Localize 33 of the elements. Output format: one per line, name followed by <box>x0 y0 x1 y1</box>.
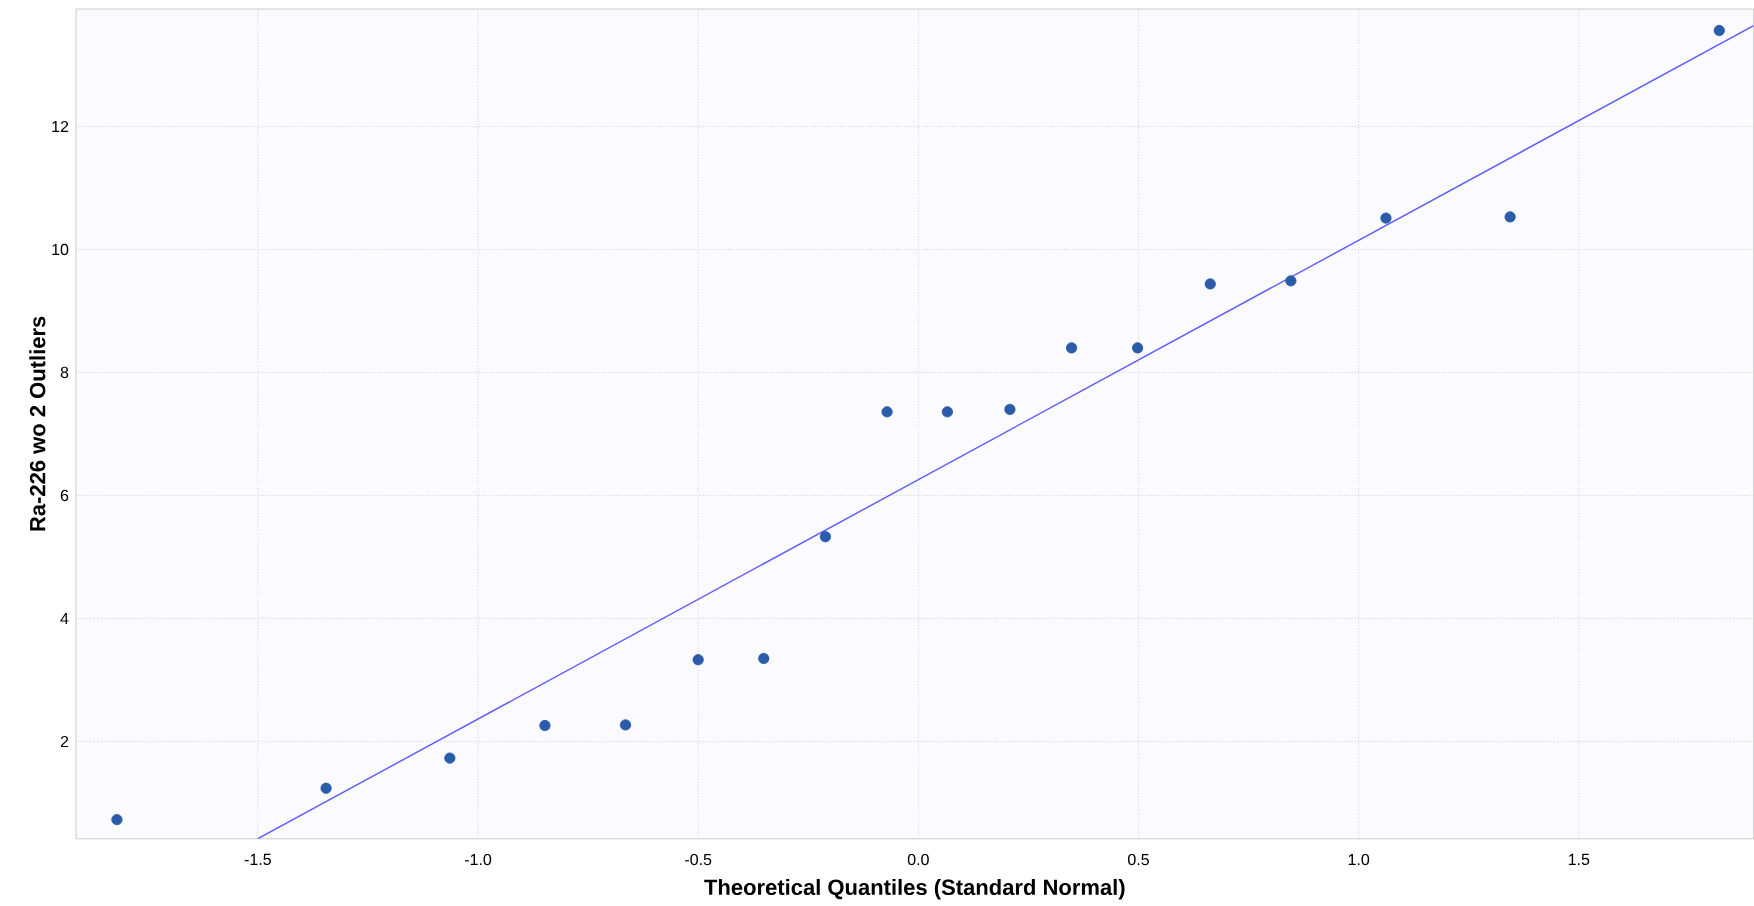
point <box>320 782 332 794</box>
point <box>819 531 832 543</box>
x-tick-label: 0.5 <box>1128 853 1149 866</box>
point <box>692 654 704 666</box>
y-tick-label: 8 <box>60 366 69 379</box>
point <box>1132 342 1144 354</box>
y-tick-label: 12 <box>52 120 69 133</box>
y-tick-label: 6 <box>60 489 69 502</box>
point <box>539 719 551 732</box>
x-tick-label: 1.5 <box>1568 853 1590 865</box>
x-tick-label: 1.0 <box>1348 853 1370 866</box>
point <box>941 406 953 418</box>
point <box>1204 278 1216 290</box>
y-axis-title: Ra-226 wo 2 Outliers <box>29 316 46 531</box>
point <box>444 752 456 764</box>
point <box>1285 275 1297 287</box>
x-tick-label: -0.5 <box>685 853 712 866</box>
y-tick-label: 10 <box>52 243 69 256</box>
point <box>619 719 632 731</box>
x-tick-label: 0.0 <box>907 853 929 866</box>
point <box>881 406 893 418</box>
point <box>1004 403 1016 415</box>
y-tick-label: 4 <box>60 612 69 624</box>
x-axis-title: Theoretical Quantiles (Standard Normal) <box>704 878 1125 900</box>
x-tick-label: -1.0 <box>464 853 492 866</box>
point <box>758 652 770 665</box>
x-tick-label: -1.5 <box>244 853 271 865</box>
point <box>1713 24 1725 37</box>
y-tick-label: 2 <box>60 735 69 748</box>
point <box>1380 212 1392 224</box>
point <box>1504 211 1516 223</box>
point <box>111 813 123 826</box>
point <box>1065 342 1078 354</box>
